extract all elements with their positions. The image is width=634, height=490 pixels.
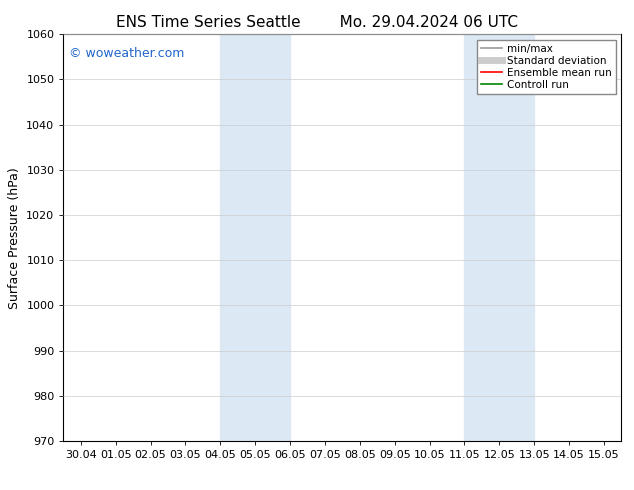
Bar	[464, 34, 534, 441]
Text: © woweather.com: © woweather.com	[69, 47, 184, 59]
Legend: min/max, Standard deviation, Ensemble mean run, Controll run: min/max, Standard deviation, Ensemble me…	[477, 40, 616, 94]
Bar	[221, 34, 290, 441]
Text: ENS Time Series Seattle        Mo. 29.04.2024 06 UTC: ENS Time Series Seattle Mo. 29.04.2024 0…	[116, 15, 518, 30]
Y-axis label: Surface Pressure (hPa): Surface Pressure (hPa)	[8, 167, 21, 309]
